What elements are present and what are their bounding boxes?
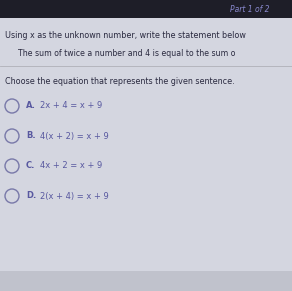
Text: 4x + 2 = x + 9: 4x + 2 = x + 9 — [40, 162, 102, 171]
FancyBboxPatch shape — [0, 18, 292, 291]
Text: Using x as the unknown number, write the statement below: Using x as the unknown number, write the… — [5, 31, 246, 40]
FancyBboxPatch shape — [0, 0, 292, 18]
Text: 4(x + 2) = x + 9: 4(x + 2) = x + 9 — [40, 132, 109, 141]
Text: D.: D. — [26, 191, 36, 200]
FancyBboxPatch shape — [0, 271, 292, 291]
Text: Part 1 of 2: Part 1 of 2 — [230, 6, 270, 15]
Text: B.: B. — [26, 132, 36, 141]
Text: 2(x + 4) = x + 9: 2(x + 4) = x + 9 — [40, 191, 109, 200]
Text: A.: A. — [26, 102, 36, 111]
Text: Choose the equation that represents the given sentence.: Choose the equation that represents the … — [5, 77, 235, 86]
Text: C.: C. — [26, 162, 35, 171]
Text: 2x + 4 = x + 9: 2x + 4 = x + 9 — [40, 102, 102, 111]
Text: The sum of twice a number and 4 is equal to the sum o: The sum of twice a number and 4 is equal… — [18, 49, 235, 58]
